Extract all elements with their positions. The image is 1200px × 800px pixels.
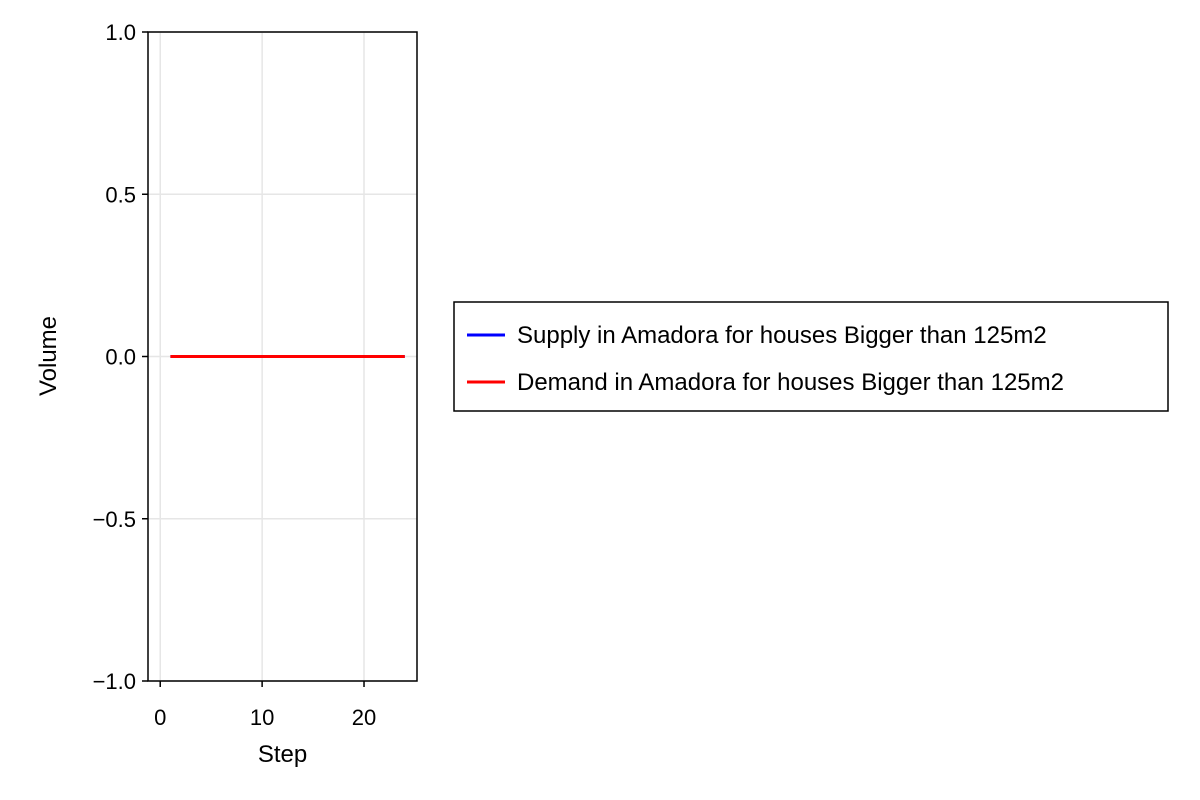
x-tick-label: 0 [154, 705, 166, 730]
legend-box [453, 301, 1169, 412]
legend-label: Demand in Amadora for houses Bigger than… [517, 369, 1064, 396]
y-tick-label: −0.5 [93, 507, 136, 532]
x-axis-label: Step [258, 741, 307, 768]
x-tick-label: 10 [250, 705, 274, 730]
y-tick-label: −1.0 [93, 669, 136, 694]
x-tick-label: 20 [352, 705, 376, 730]
legend: Supply in Amadora for houses Bigger than… [453, 301, 1169, 412]
y-axis: −1.0 −0.5 0.0 0.5 1.0 [93, 20, 148, 694]
y-tick-label: 0.0 [105, 345, 136, 370]
y-tick-label: 1.0 [105, 20, 136, 45]
y-axis-label: Volume [35, 316, 62, 396]
y-tick-label: 0.5 [105, 182, 136, 207]
x-axis: 0 10 20 [154, 681, 376, 730]
legend-label: Supply in Amadora for houses Bigger than… [517, 322, 1047, 349]
